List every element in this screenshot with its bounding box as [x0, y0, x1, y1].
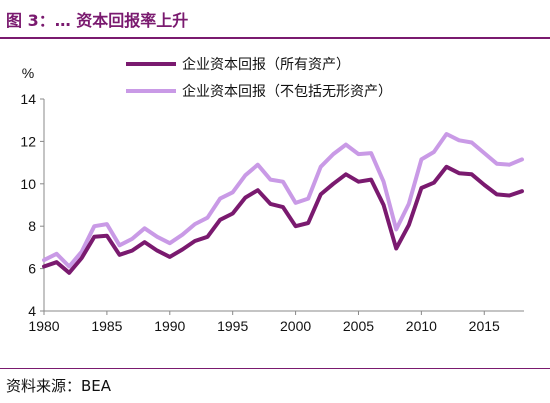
y-tick-label: 8: [28, 218, 36, 234]
source-note: 资料来源：BEA: [6, 377, 112, 395]
y-tick-label: 14: [20, 91, 36, 107]
y-unit-label: %: [22, 65, 34, 81]
y-tick-label: 12: [20, 133, 36, 149]
x-tick-label: 2010: [406, 318, 437, 334]
x-tick-label: 1990: [154, 318, 185, 334]
legend-label-1: 企业资本回报（所有资产）: [182, 56, 350, 73]
header-rule: [0, 37, 550, 39]
x-tick-label: 2000: [280, 318, 311, 334]
series-line-1: [42, 164, 524, 275]
x-tick-label: 2005: [343, 318, 374, 334]
series-line-2: [42, 132, 524, 269]
legend-label-2: 企业资本回报（不包括无形资产）: [182, 83, 392, 100]
x-tick-label: 2015: [469, 318, 500, 334]
x-tick-label: 1980: [28, 318, 59, 334]
figure-title: 图 3：… 资本回报率上升: [6, 11, 189, 30]
y-tick-label: 4: [28, 303, 36, 319]
header: 图 3：… 资本回报率上升: [0, 0, 550, 40]
y-tick-label: 6: [28, 261, 36, 277]
x-tick-label: 1985: [91, 318, 122, 334]
y-tick-label: 10: [20, 176, 36, 192]
footer-rule: [0, 368, 550, 369]
x-tick-label: 1995: [217, 318, 248, 334]
